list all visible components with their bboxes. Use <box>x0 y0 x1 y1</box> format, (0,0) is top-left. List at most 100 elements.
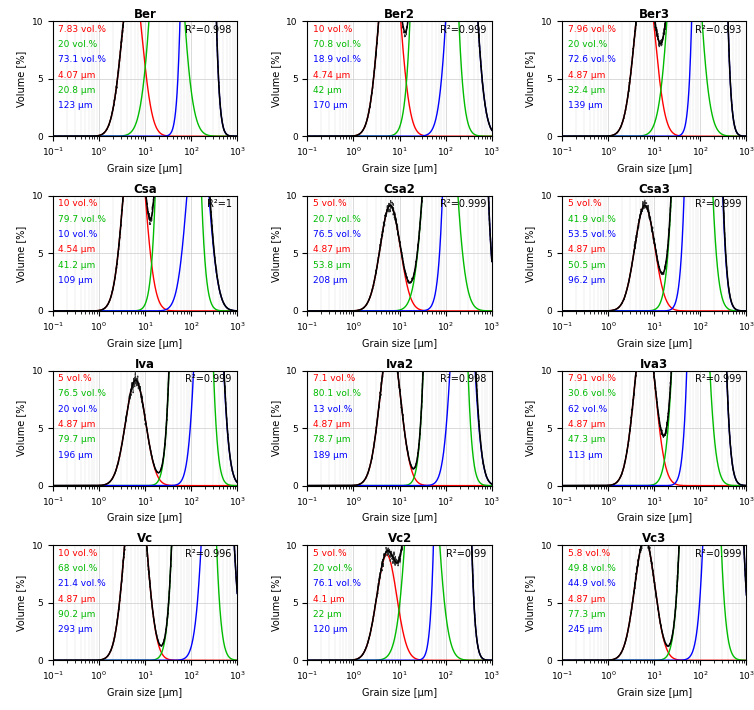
Title: Ber2: Ber2 <box>384 9 415 21</box>
Text: 78.7 μm: 78.7 μm <box>313 435 351 444</box>
Text: 32.4 μm: 32.4 μm <box>568 86 605 95</box>
X-axis label: Grain size [μm]: Grain size [μm] <box>617 513 691 523</box>
Text: 22 μm: 22 μm <box>313 610 342 619</box>
Text: 21.4 vol.%: 21.4 vol.% <box>58 579 106 589</box>
Y-axis label: Volume [%]: Volume [%] <box>526 400 535 457</box>
Text: 70.8 vol.%: 70.8 vol.% <box>313 40 361 49</box>
X-axis label: Grain size [μm]: Grain size [μm] <box>362 339 437 349</box>
Text: 208 μm: 208 μm <box>313 276 348 285</box>
X-axis label: Grain size [μm]: Grain size [μm] <box>362 164 437 174</box>
Text: 53.8 μm: 53.8 μm <box>313 261 351 270</box>
Text: 7.83 vol.%: 7.83 vol.% <box>58 25 106 34</box>
Text: 50.5 μm: 50.5 μm <box>568 261 605 270</box>
Text: 4.07 μm: 4.07 μm <box>58 70 96 80</box>
Text: 79.7 vol.%: 79.7 vol.% <box>58 214 106 224</box>
Text: 68 vol.%: 68 vol.% <box>58 564 98 573</box>
Text: R²=0.999: R²=0.999 <box>694 200 741 209</box>
Text: R²=0.996: R²=0.996 <box>185 549 231 559</box>
Text: 4.87 μm: 4.87 μm <box>313 420 351 429</box>
Title: Vc3: Vc3 <box>642 532 667 545</box>
Text: 20.7 vol.%: 20.7 vol.% <box>313 214 360 224</box>
Text: 53.5 vol.%: 53.5 vol.% <box>568 230 615 239</box>
X-axis label: Grain size [μm]: Grain size [μm] <box>362 513 437 523</box>
Y-axis label: Volume [%]: Volume [%] <box>16 574 26 631</box>
Text: R²=0.999: R²=0.999 <box>440 200 486 209</box>
Text: 5 vol.%: 5 vol.% <box>313 200 347 209</box>
Text: 72.6 vol.%: 72.6 vol.% <box>568 55 615 65</box>
Text: 62 vol.%: 62 vol.% <box>568 405 607 414</box>
Title: Iva3: Iva3 <box>640 358 668 371</box>
Y-axis label: Volume [%]: Volume [%] <box>271 225 280 282</box>
Text: 20.8 μm: 20.8 μm <box>58 86 96 95</box>
Y-axis label: Volume [%]: Volume [%] <box>16 225 26 282</box>
Title: Csa2: Csa2 <box>384 183 415 196</box>
Text: 44.9 vol.%: 44.9 vol.% <box>568 579 615 589</box>
X-axis label: Grain size [μm]: Grain size [μm] <box>617 164 691 174</box>
X-axis label: Grain size [μm]: Grain size [μm] <box>108 339 182 349</box>
Text: 4.87 μm: 4.87 μm <box>58 420 96 429</box>
Title: Vc2: Vc2 <box>388 532 412 545</box>
Text: 20 vol.%: 20 vol.% <box>313 564 352 573</box>
Text: 13 vol.%: 13 vol.% <box>313 405 352 414</box>
Text: R²=0.998: R²=0.998 <box>185 25 231 35</box>
Text: 76.5 vol.%: 76.5 vol.% <box>58 389 106 398</box>
Text: 4.1 μm: 4.1 μm <box>313 595 345 604</box>
Title: Vc: Vc <box>137 532 153 545</box>
Text: 47.3 μm: 47.3 μm <box>568 435 605 444</box>
Text: 7.96 vol.%: 7.96 vol.% <box>568 25 615 34</box>
Title: Iva: Iva <box>135 358 155 371</box>
Title: Iva2: Iva2 <box>385 358 414 371</box>
Text: 4.87 μm: 4.87 μm <box>313 245 351 254</box>
Text: 7.1 vol.%: 7.1 vol.% <box>313 374 355 383</box>
Title: Ber3: Ber3 <box>639 9 670 21</box>
Text: 293 μm: 293 μm <box>58 626 93 634</box>
Text: 42 μm: 42 μm <box>313 86 342 95</box>
Text: 4.74 μm: 4.74 μm <box>313 70 350 80</box>
Text: 139 μm: 139 μm <box>568 102 602 110</box>
X-axis label: Grain size [μm]: Grain size [μm] <box>617 688 691 698</box>
Text: 76.1 vol.%: 76.1 vol.% <box>313 579 361 589</box>
Text: R²=0.999: R²=0.999 <box>694 549 741 559</box>
Text: 4.87 μm: 4.87 μm <box>568 420 605 429</box>
Text: 170 μm: 170 μm <box>313 102 348 110</box>
Text: 5.8 vol.%: 5.8 vol.% <box>568 549 610 558</box>
X-axis label: Grain size [μm]: Grain size [μm] <box>108 513 182 523</box>
Y-axis label: Volume [%]: Volume [%] <box>271 50 280 107</box>
Y-axis label: Volume [%]: Volume [%] <box>526 574 535 631</box>
Text: 5 vol.%: 5 vol.% <box>58 374 92 383</box>
Y-axis label: Volume [%]: Volume [%] <box>271 574 280 631</box>
Text: 20 vol.%: 20 vol.% <box>58 405 97 414</box>
Y-axis label: Volume [%]: Volume [%] <box>16 400 26 457</box>
Text: 41.9 vol.%: 41.9 vol.% <box>568 214 615 224</box>
Text: 49.8 vol.%: 49.8 vol.% <box>568 564 615 573</box>
Text: R²=0.999: R²=0.999 <box>185 374 231 384</box>
Text: R²=0.999: R²=0.999 <box>694 374 741 384</box>
Text: 20 vol.%: 20 vol.% <box>568 40 607 49</box>
Text: R²=0.99: R²=0.99 <box>446 549 486 559</box>
Text: 79.7 μm: 79.7 μm <box>58 435 96 444</box>
X-axis label: Grain size [μm]: Grain size [μm] <box>108 164 182 174</box>
Text: 10 vol.%: 10 vol.% <box>58 549 98 558</box>
Y-axis label: Volume [%]: Volume [%] <box>271 400 280 457</box>
Text: 77.3 μm: 77.3 μm <box>568 610 605 619</box>
Text: 41.2 μm: 41.2 μm <box>58 261 96 270</box>
Title: Ber: Ber <box>133 9 157 21</box>
Text: 5 vol.%: 5 vol.% <box>568 200 601 209</box>
Title: Csa: Csa <box>133 183 157 196</box>
Text: 196 μm: 196 μm <box>58 451 93 459</box>
Text: 10 vol.%: 10 vol.% <box>58 200 98 209</box>
Text: 10 vol.%: 10 vol.% <box>313 25 352 34</box>
Title: Csa3: Csa3 <box>639 183 670 196</box>
Text: 96.2 μm: 96.2 μm <box>568 276 605 285</box>
Text: 18.9 vol.%: 18.9 vol.% <box>313 55 361 65</box>
Text: 4.87 μm: 4.87 μm <box>568 245 605 254</box>
Text: 4.87 μm: 4.87 μm <box>568 70 605 80</box>
Text: 90.2 μm: 90.2 μm <box>58 610 96 619</box>
Text: 245 μm: 245 μm <box>568 626 602 634</box>
Text: 4.87 μm: 4.87 μm <box>58 595 96 604</box>
Text: R²=0.998: R²=0.998 <box>440 374 486 384</box>
Text: 80.1 vol.%: 80.1 vol.% <box>313 389 361 398</box>
Y-axis label: Volume [%]: Volume [%] <box>16 50 26 107</box>
Text: R²=0.999: R²=0.999 <box>440 25 486 35</box>
X-axis label: Grain size [μm]: Grain size [μm] <box>617 339 691 349</box>
